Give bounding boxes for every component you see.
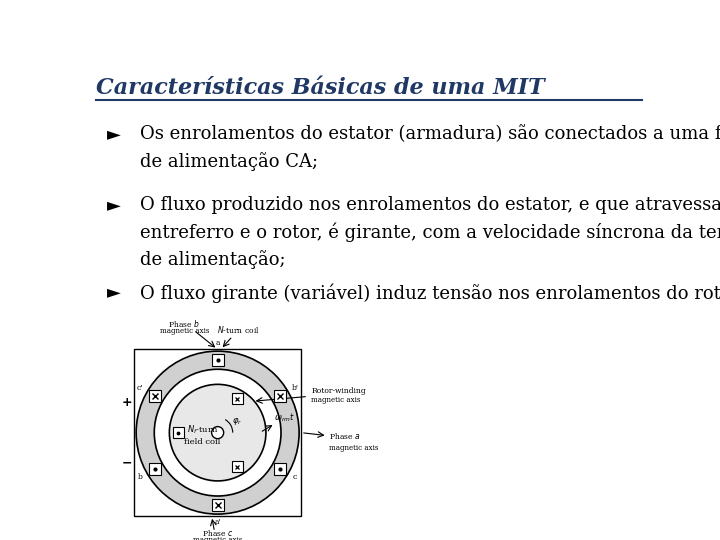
Bar [135, 349, 301, 516]
Text: Phase $a$: Phase $a$ [329, 431, 361, 441]
Text: O fluxo produzido nos enrolamentos do estator, e que atravessa o: O fluxo produzido nos enrolamentos do es… [140, 196, 720, 214]
Circle shape [136, 351, 299, 514]
Text: c: c [293, 473, 297, 481]
Text: field coil: field coil [184, 438, 221, 446]
Text: Características Básicas de uma MIT: Características Básicas de uma MIT [96, 77, 544, 99]
Circle shape [212, 427, 224, 438]
Circle shape [169, 384, 266, 481]
Bar [173, 427, 184, 438]
Text: $\omega_{rm}t$: $\omega_{rm}t$ [274, 411, 294, 424]
Text: magnetic axis: magnetic axis [311, 396, 361, 404]
Text: magnetic axis: magnetic axis [193, 536, 243, 540]
Bar [149, 390, 161, 402]
Text: entreferro e o rotor, é girante, com a velocidade síncrona da tensão: entreferro e o rotor, é girante, com a v… [140, 223, 720, 242]
Bar [274, 463, 287, 475]
Text: Rotor-winding: Rotor-winding [311, 387, 366, 395]
Text: magnetic axis: magnetic axis [160, 327, 209, 335]
Text: c': c' [137, 384, 143, 392]
Circle shape [154, 369, 281, 496]
Text: +: + [122, 396, 132, 409]
Text: ►: ► [107, 196, 121, 214]
Text: b: b [138, 473, 143, 481]
Bar [212, 354, 224, 366]
Text: a: a [215, 339, 220, 347]
Bar [149, 463, 161, 475]
Text: $N_f$-turn: $N_f$-turn [187, 423, 218, 436]
Text: $\varphi_r$: $\varphi_r$ [232, 416, 242, 427]
Text: Phase $c$: Phase $c$ [202, 529, 233, 538]
Text: de alimentação CA;: de alimentação CA; [140, 152, 318, 171]
Text: de alimentação;: de alimentação; [140, 250, 286, 269]
Bar [232, 393, 243, 404]
Text: ►: ► [107, 125, 121, 143]
Text: O fluxo girante (variável) induz tensão nos enrolamentos do rotor;: O fluxo girante (variável) induz tensão … [140, 283, 720, 302]
Text: ►: ► [107, 283, 121, 301]
Bar [232, 461, 243, 472]
Text: Phase $b$: Phase $b$ [168, 318, 200, 329]
Bar [212, 499, 224, 511]
Text: $N$-turn coil: $N$-turn coil [217, 324, 260, 335]
Text: b': b' [292, 384, 299, 392]
Bar [274, 390, 287, 402]
Text: a': a' [215, 518, 221, 526]
Text: −: − [122, 456, 132, 469]
Text: magnetic axis: magnetic axis [329, 443, 379, 451]
Text: Os enrolamentos do estator (armadura) são conectados a uma fonte: Os enrolamentos do estator (armadura) sã… [140, 125, 720, 143]
